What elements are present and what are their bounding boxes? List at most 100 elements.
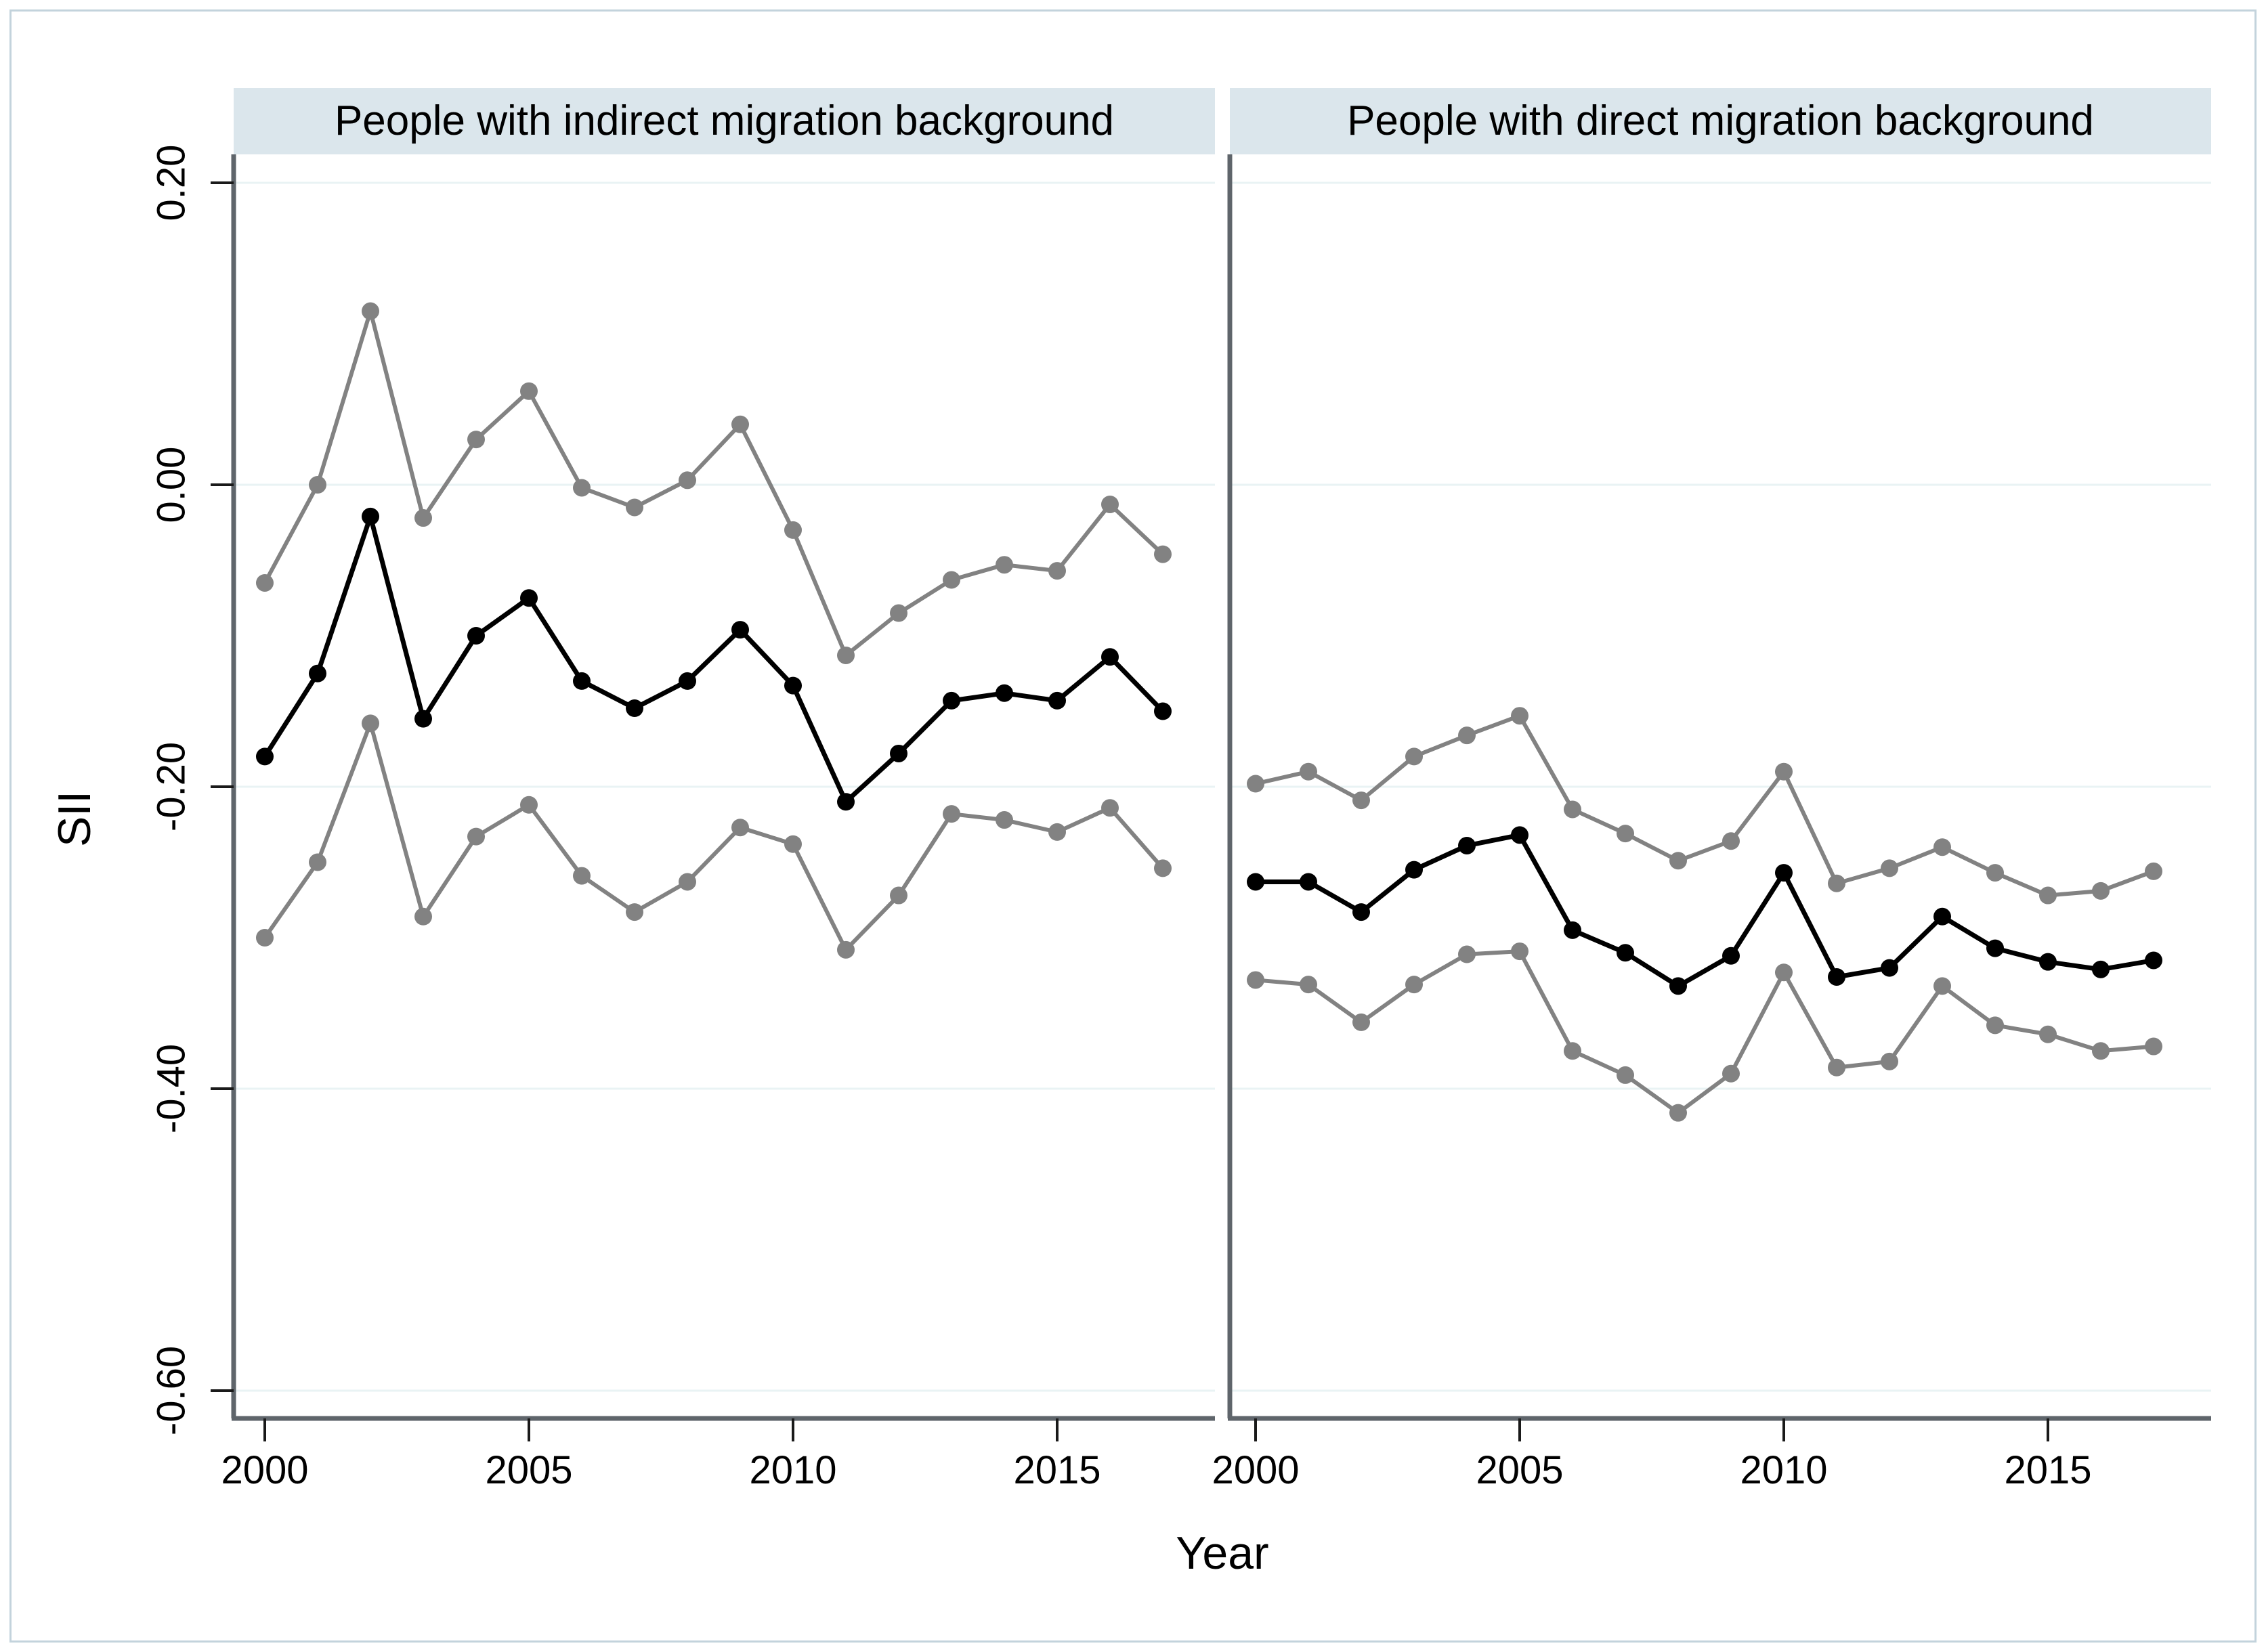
ci-marker (1247, 971, 1264, 989)
ci-marker (1617, 1066, 1634, 1084)
estimate-marker (1775, 864, 1793, 882)
x-tick-label: 2005 (485, 1448, 572, 1492)
ci-marker (467, 431, 485, 449)
y-axis-title-text: SII (49, 790, 100, 847)
ci-marker (784, 835, 802, 853)
x-tick-label: 2010 (749, 1448, 836, 1492)
x-tick-label: 2015 (1013, 1448, 1100, 1492)
series-ci-line (1255, 949, 2154, 1116)
series-estimate-line (263, 508, 1165, 806)
y-tick-label: -0.60 (149, 1346, 193, 1435)
ci-marker (1511, 707, 1529, 725)
estimate-marker (1154, 702, 1172, 720)
estimate-marker (1828, 968, 1845, 986)
ci-marker (1048, 562, 1066, 580)
estimate-marker (414, 710, 432, 728)
estimate-marker (837, 793, 855, 811)
ci-marker (1881, 859, 1898, 877)
ci-marker (1933, 838, 1951, 856)
ci-marker (1300, 976, 1317, 994)
estimate-marker (256, 747, 274, 766)
ci-marker (890, 886, 907, 905)
ci-marker (1352, 791, 1370, 810)
estimate-marker (1048, 691, 1066, 710)
ci-marker (309, 476, 326, 494)
ci-marker (2092, 882, 2110, 900)
ci-marker (573, 479, 591, 497)
ci-marker (1101, 799, 1119, 817)
ci-marker (1775, 963, 1793, 982)
estimate-marker (1300, 873, 1317, 891)
ci-marker (1881, 1052, 1898, 1070)
ci-marker (1564, 800, 1581, 819)
ci-marker (520, 382, 538, 400)
ci-marker (362, 302, 379, 320)
estimate-marker (1564, 921, 1581, 939)
ci-marker (731, 415, 749, 433)
estimate-marker (2145, 951, 2162, 970)
x-axis-title: Year (1176, 1527, 1269, 1579)
ci-marker (1828, 874, 1845, 892)
ci-marker (414, 907, 432, 926)
ci-marker (1154, 545, 1172, 563)
ci-marker (1722, 1064, 1740, 1083)
series-ci-line (263, 303, 1165, 659)
ci-marker (1669, 852, 1687, 870)
ci-marker (1986, 1016, 2004, 1035)
estimate-marker (2039, 953, 2057, 971)
ci-marker (1564, 1042, 1581, 1060)
estimate-marker (890, 744, 907, 762)
ci-marker (256, 573, 274, 592)
estimate-marker (362, 507, 379, 525)
ci-marker (943, 805, 960, 823)
ci-marker (837, 646, 855, 664)
estimate-marker (784, 676, 802, 695)
ci-marker (2092, 1042, 2110, 1060)
x-tick-label: 2015 (2004, 1448, 2091, 1492)
estimate-marker (626, 699, 643, 718)
x-tick-label: 2000 (221, 1448, 308, 1492)
estimate-marker (1458, 836, 1476, 854)
ci-marker (731, 819, 749, 837)
estimate-marker (1352, 903, 1370, 921)
ci-marker (309, 853, 326, 871)
estimate-marker (1405, 861, 1423, 879)
ci-marker (573, 867, 591, 885)
ci-marker (2145, 1037, 2162, 1056)
x-tick-label: 2000 (1212, 1448, 1299, 1492)
estimate-marker (1881, 959, 1898, 977)
ci-marker (1828, 1058, 1845, 1077)
series-estimate-line (1256, 832, 2154, 989)
estimate-marker (1101, 648, 1119, 666)
ci-marker (1101, 495, 1119, 513)
estimate-marker (467, 627, 485, 645)
ci-marker (1722, 832, 1740, 850)
y-tick-label: 0.00 (149, 447, 193, 523)
ci-marker (1352, 1013, 1370, 1031)
ci-marker (996, 811, 1013, 829)
ci-marker (1405, 747, 1423, 766)
series-ci-line (263, 716, 1165, 953)
ci-marker (890, 604, 907, 622)
ci-marker (626, 903, 643, 921)
ci-marker (2145, 862, 2162, 880)
estimate-marker (1617, 944, 1634, 962)
ci-marker (1300, 762, 1317, 781)
estimate-marker (573, 672, 591, 690)
ci-marker (256, 929, 274, 947)
ci-marker (837, 940, 855, 959)
y-tick-label: 0.20 (149, 145, 193, 221)
estimate-marker (943, 691, 960, 710)
ci-marker (1511, 942, 1529, 961)
ci-marker (2039, 886, 2057, 905)
ci-marker (626, 498, 643, 517)
estimate-marker (520, 589, 538, 607)
ci-marker (362, 714, 379, 733)
ci-marker (1933, 977, 1951, 995)
ci-marker (2039, 1025, 2057, 1043)
ci-marker (679, 471, 696, 490)
ci-marker (520, 796, 538, 814)
ci-marker (1669, 1104, 1687, 1122)
